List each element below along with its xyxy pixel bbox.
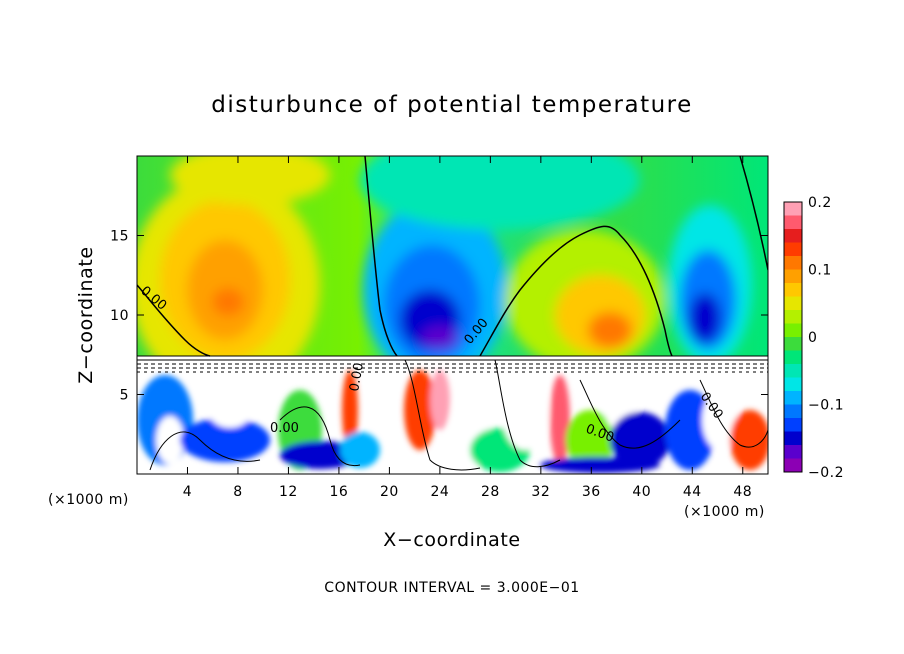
colorbar-swatch	[784, 296, 802, 311]
colorbar-tick-label: −0.1	[808, 398, 844, 414]
cold-plume-center-core	[422, 326, 458, 350]
colorbar-swatch	[784, 364, 802, 378]
zero-contour-b	[479, 225, 673, 357]
colorbar-swatch	[784, 445, 802, 459]
zero-contour-a	[364, 156, 398, 357]
x-axis-label: X−coordinate	[383, 529, 520, 551]
x-axis: 4 8 12 16 20 24 28 32 36 40 44 48	[183, 156, 752, 500]
contour-interval-annotation: CONTOUR INTERVAL = 3.000E−01	[324, 580, 579, 596]
colorbar-swatch	[784, 337, 802, 351]
y-axis: 5 10 15	[110, 229, 768, 404]
colorbar-swatch	[784, 377, 802, 392]
colorbar-swatch	[784, 310, 802, 324]
colorbar-swatch	[784, 323, 802, 338]
x-unit-label-right: (×1000 m)	[684, 504, 765, 520]
chart-title: disturbunce of potential temperature	[211, 92, 693, 118]
x-tick-label: 40	[632, 484, 651, 500]
colorbar: 0.2 0.1 0 −0.1 −0.2	[783, 195, 844, 481]
x-tick-label: 44	[683, 484, 702, 500]
colorbar-swatch	[784, 283, 802, 297]
colorbar-swatch	[784, 431, 802, 446]
y-tick-label: 10	[110, 308, 129, 324]
colorbar-swatch	[784, 256, 802, 270]
warm-dome-inner	[588, 312, 632, 348]
x-tick-label: 32	[531, 484, 550, 500]
colorbar-swatch	[784, 242, 802, 257]
colorbar-tick-label: 0	[808, 330, 817, 346]
x-tick-label: 20	[380, 484, 399, 500]
x-tick-label: 24	[430, 484, 449, 500]
lower-contour-b	[279, 406, 361, 467]
contour-label: 0.00	[347, 362, 367, 393]
zero-contour-d	[137, 284, 211, 357]
colorbar-tick-label: 0.1	[808, 263, 832, 279]
colorbar-swatch	[784, 215, 802, 230]
x-tick-label: 48	[733, 484, 752, 500]
y-tick-label: 15	[110, 229, 129, 245]
x-tick-label: 16	[330, 484, 349, 500]
x-tick-label: 36	[582, 484, 601, 500]
x-tick-label: 12	[279, 484, 298, 500]
colorbar-tick-label: −0.2	[808, 465, 844, 481]
cold-plume-right-inner	[689, 293, 721, 343]
y-tick-label: 5	[120, 388, 129, 404]
colorbar-swatch	[784, 391, 802, 405]
contour-lines	[137, 156, 768, 471]
lower-contour-c	[404, 359, 481, 471]
top-wash-cyan	[360, 156, 640, 230]
warm-lobe-left-core	[212, 288, 244, 316]
lower-contour-d	[494, 359, 561, 468]
x-tick-label: 4	[183, 484, 192, 500]
x-tick-label: 28	[481, 484, 500, 500]
colorbar-swatch	[784, 269, 802, 284]
contour-label: 0.00	[270, 421, 299, 436]
colorbar-swatch	[784, 229, 802, 243]
colorbar-frame	[783, 201, 803, 473]
colorbar-swatch	[784, 458, 802, 473]
top-wash-yellow	[170, 156, 330, 205]
inversion-band	[137, 355, 768, 373]
y-axis-label: Z−coordinate	[75, 246, 97, 383]
x-tick-label: 8	[233, 484, 242, 500]
colorbar-swatch	[784, 350, 802, 365]
zero-contour-c	[739, 156, 768, 271]
colorbar-swatch	[784, 404, 802, 419]
colorbar-swatch	[784, 202, 802, 216]
lower-contour-f	[699, 379, 768, 448]
heatmap-field: 0.00 0.00 0.00 0.00 0.00 0.00	[137, 156, 768, 474]
colorbar-tick-label: 0.2	[808, 195, 832, 211]
lower-contour-e	[579, 379, 681, 449]
x-unit-label-left: (×1000 m)	[48, 492, 129, 508]
colorbar-swatch	[784, 418, 802, 432]
lower-contour-a	[149, 431, 261, 471]
